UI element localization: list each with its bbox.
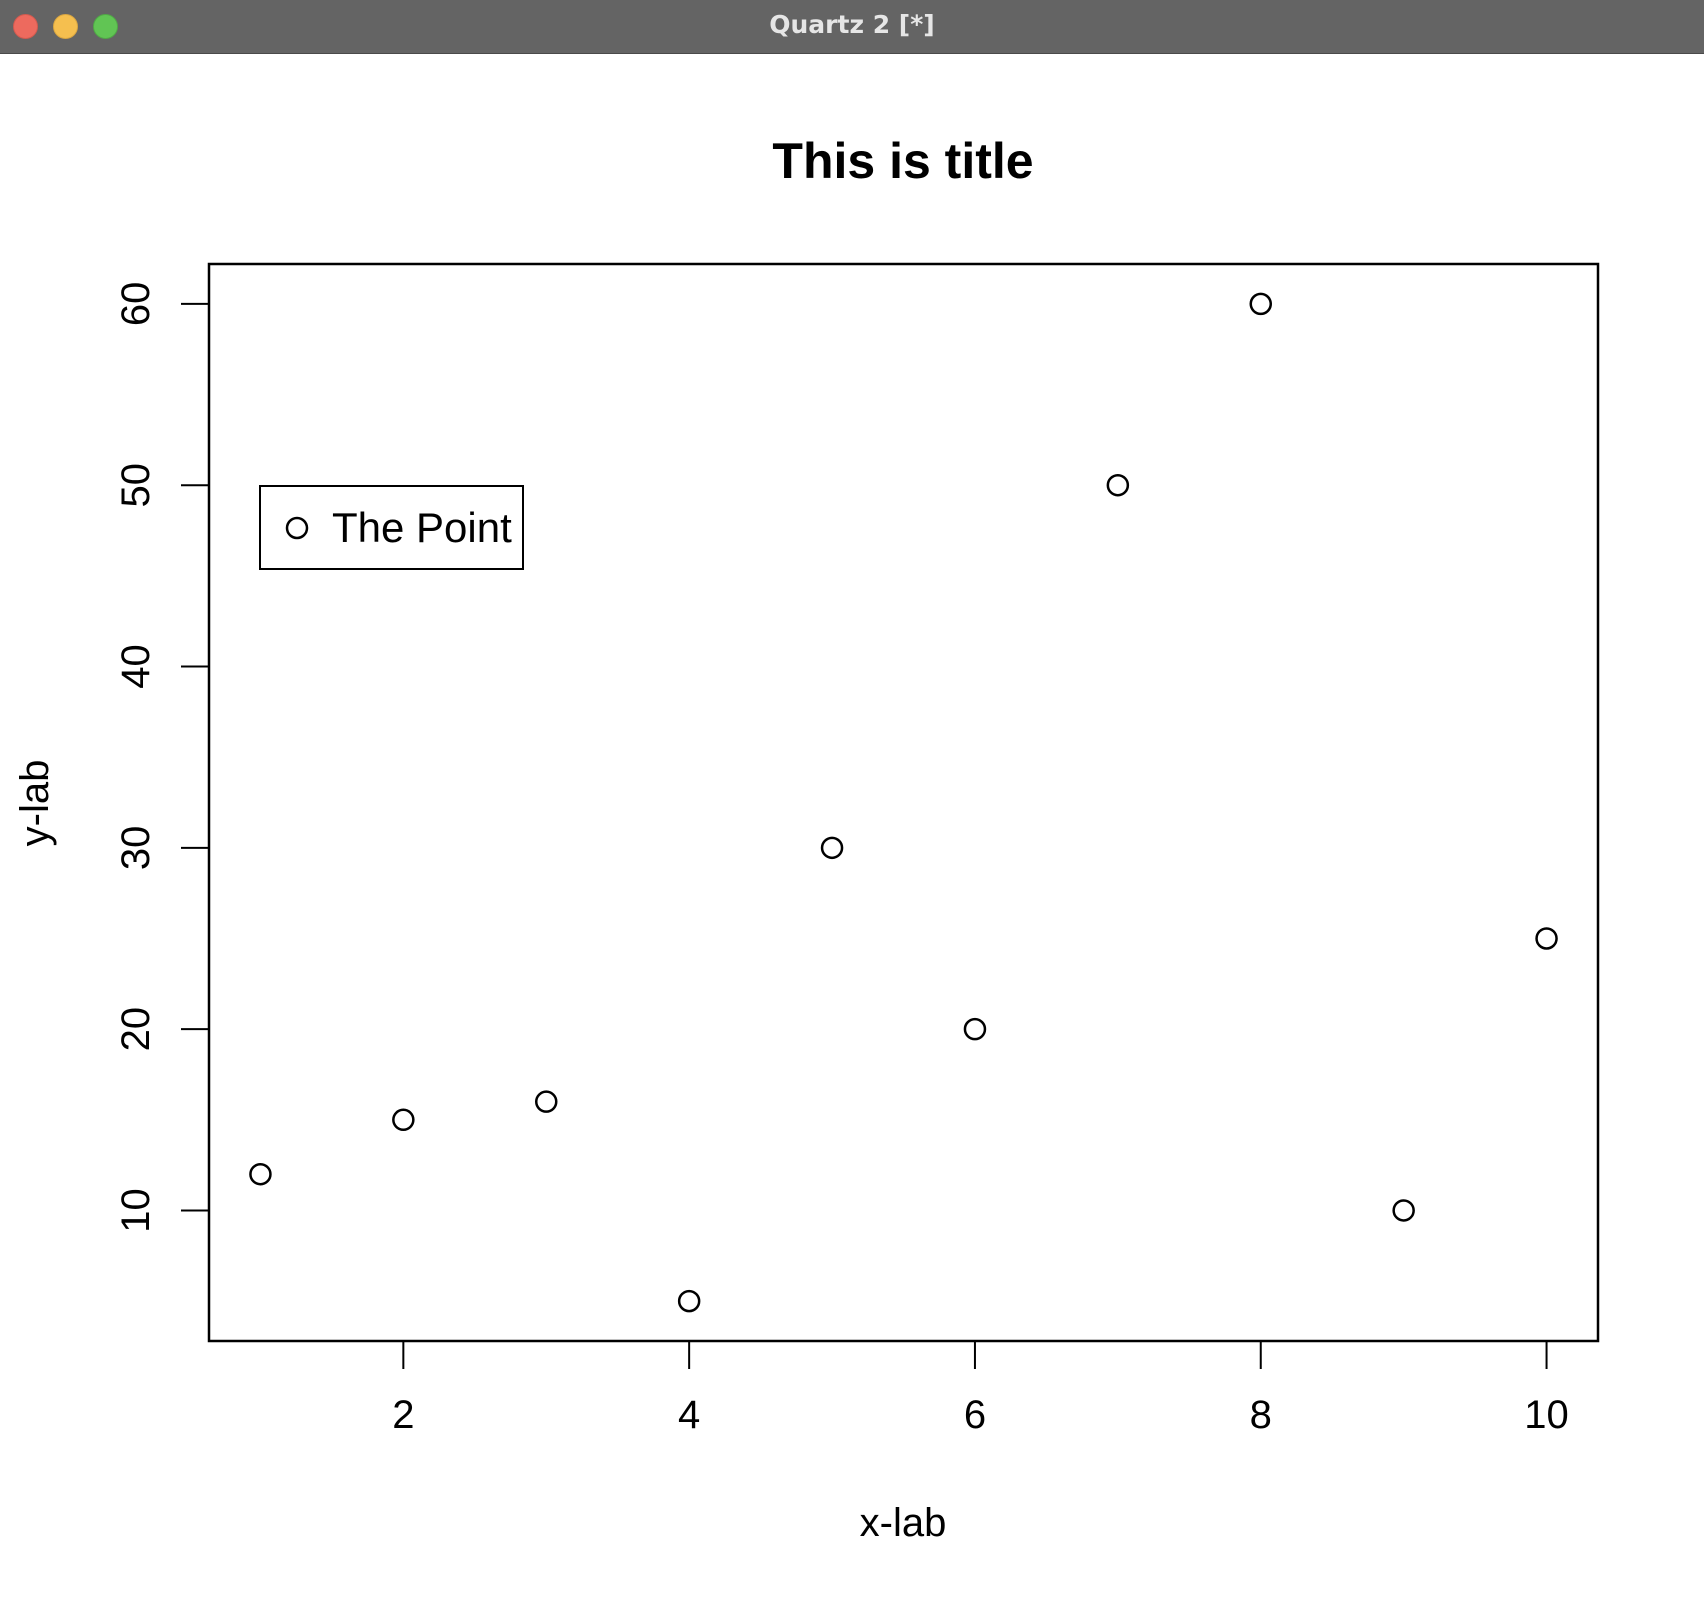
x-tick-label: 4 <box>678 1393 700 1437</box>
legend-marker <box>285 516 309 540</box>
y-axis-label: y-lab <box>13 760 57 847</box>
y-tick-label: 50 <box>114 463 158 508</box>
data-point <box>392 1108 415 1132</box>
window-title: Quartz 2 [*] <box>769 10 935 39</box>
y-tick-label: 60 <box>114 282 158 327</box>
x-tick-label: 6 <box>964 1393 986 1437</box>
x-tick-label: 2 <box>392 1393 414 1437</box>
y-tick-label: 40 <box>114 644 158 689</box>
close-window-button[interactable] <box>13 14 38 39</box>
data-point <box>963 1017 987 1041</box>
legend: The Point <box>259 485 524 570</box>
x-tick-label: 8 <box>1250 1393 1272 1437</box>
data-point <box>1392 1199 1415 1222</box>
minimize-window-button[interactable] <box>53 14 78 39</box>
plot-area: This is title 2 4 6 8 10 10 20 30 40 50 60 x-lab … <box>0 54 1704 1600</box>
data-point <box>249 1162 272 1186</box>
legend-box <box>259 485 524 570</box>
chart-title: This is title <box>772 133 1033 189</box>
plot-frame <box>207 262 1600 1343</box>
data-point <box>1249 292 1273 316</box>
y-tick-label: 10 <box>114 1188 158 1233</box>
y-tick-label: 30 <box>114 826 158 871</box>
y-tick-label: 20 <box>114 1007 158 1051</box>
data-point <box>677 1289 701 1313</box>
data-point <box>820 836 844 860</box>
maximize-window-button[interactable] <box>93 14 118 39</box>
window-titlebar: Quartz 2 [*] <box>0 0 1704 54</box>
y-axis: 10 20 30 40 50 60 <box>114 282 210 1233</box>
data-points <box>249 292 1558 1313</box>
data-point <box>1106 473 1130 497</box>
x-tick-label: 10 <box>1524 1393 1569 1437</box>
legend-entry-label: The Point <box>332 504 512 551</box>
x-axis-label: x-lab <box>860 1501 947 1545</box>
x-axis: 2 4 6 8 10 <box>392 1340 1569 1437</box>
data-point <box>1535 927 1558 950</box>
data-point <box>534 1090 558 1113</box>
